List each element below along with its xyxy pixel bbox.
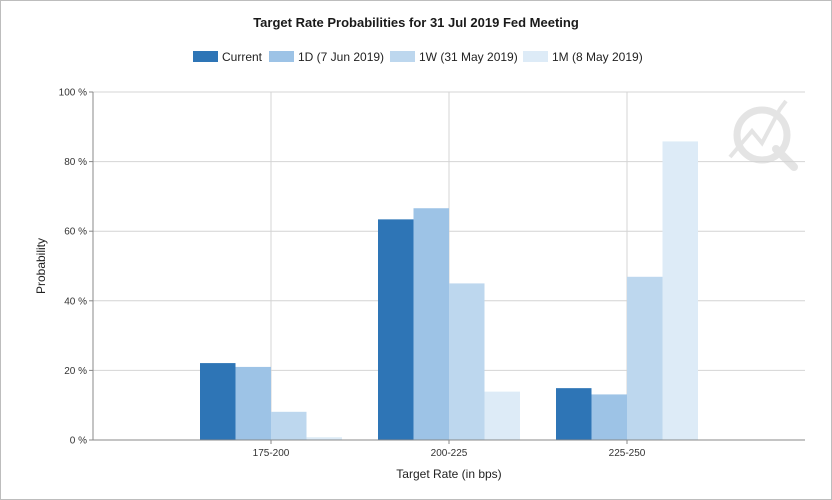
y-tick-label: 40 %	[64, 296, 87, 307]
x-tick-label: 200-225	[431, 448, 468, 459]
bar-3-225-250	[627, 276, 663, 440]
y-tick-labels: 0 % 20 % 40 % 60 % 80 % 100 %	[59, 88, 87, 447]
y-tick-label: 60 %	[64, 227, 87, 238]
y-tick-label: 80 %	[64, 157, 87, 168]
bar-2-225-250	[591, 394, 627, 440]
legend-label: 1W (31 May 2019)	[419, 50, 518, 64]
bar-3-200-225	[449, 283, 485, 440]
bar-1-175-200	[200, 363, 236, 440]
legend-label: Current	[222, 50, 263, 64]
legend-label: 1M (8 May 2019)	[552, 50, 643, 64]
y-axis-label: Probability	[34, 238, 48, 294]
legend: Current 1D (7 Jun 2019) 1W (31 May 2019) 1M…	[193, 50, 643, 64]
legend-swatch	[390, 51, 415, 62]
chart-title: Target Rate Probabilities for 31 Jul 201…	[253, 15, 579, 30]
x-tick-label: 175-200	[253, 448, 290, 459]
bar-3-175-200	[271, 411, 307, 440]
y-tick-label: 20 %	[64, 366, 87, 377]
x-axis-label: Target Rate (in bps)	[396, 467, 501, 481]
legend-label: 1D (7 Jun 2019)	[298, 50, 384, 64]
bar-4-225-250	[662, 141, 698, 440]
bar-2-175-200	[235, 366, 271, 440]
y-tick-label: 100 %	[59, 88, 87, 99]
bars	[200, 141, 698, 440]
watermark-logo-icon	[728, 99, 798, 171]
x-tick-label: 225-250	[609, 448, 646, 459]
y-tick-label: 0 %	[70, 436, 87, 447]
bar-4-200-225	[484, 391, 520, 440]
bar-1-225-250	[556, 388, 592, 440]
bar-2-200-225	[413, 208, 449, 440]
bar-4-175-200	[306, 437, 342, 440]
legend-swatch	[193, 51, 218, 62]
legend-swatch	[269, 51, 294, 62]
x-tick-labels: 175-200 200-225 225-250	[253, 440, 646, 459]
legend-swatch	[523, 51, 548, 62]
bar-1-200-225	[378, 219, 414, 440]
